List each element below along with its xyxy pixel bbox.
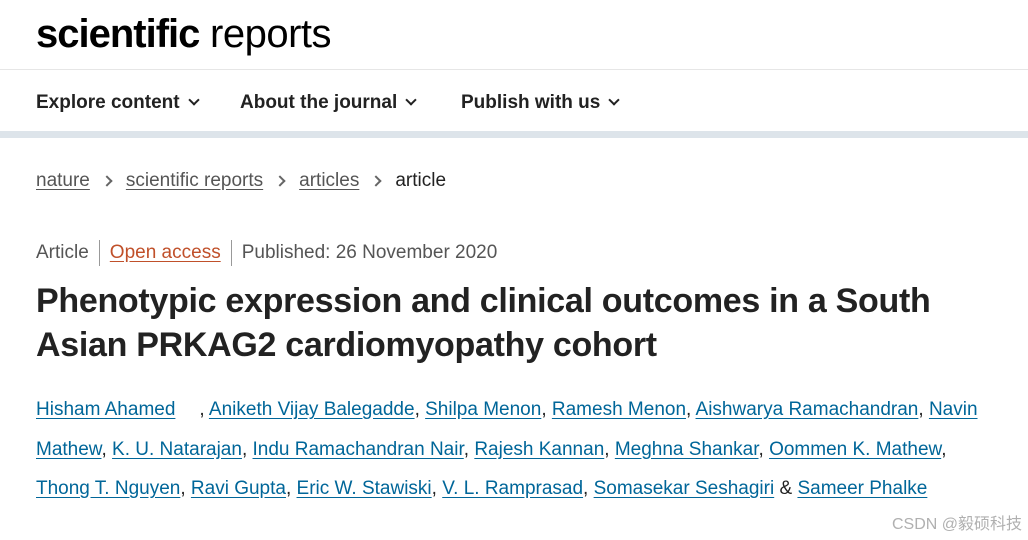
nav-publish-with-us[interactable]: Publish with us [461,92,621,114]
breadcrumb-link-scientific-reports[interactable]: scientific reports [125,170,264,191]
nav-publish-with-us-label: Publish with us [461,92,601,113]
chevron-right-icon [101,175,113,187]
nav-about-journal-label: About the journal [240,92,398,113]
author-link[interactable]: K. U. Natarajan [112,438,242,460]
breadcrumb-current: article [395,170,447,191]
meta-divider [98,240,100,266]
chevron-down-icon [608,94,621,106]
author-list: Hisham Ahamed, Aniketh Vijay Balegadde, … [36,399,978,499]
author-link[interactable]: Thong T. Nguyen [36,478,181,499]
nav-explore-content-label: Explore content [36,92,180,113]
nav-explore-content[interactable]: Explore content [36,92,200,114]
masthead: scientific reports [0,0,1028,70]
author-link[interactable]: Oommen K. Mathew [769,438,942,460]
article-meta: Article Open access Published: 26 Novemb… [36,240,497,266]
breadcrumb-link-articles[interactable]: articles [299,170,360,191]
journal-logo[interactable]: scientific reports [36,10,332,58]
author-link[interactable]: Hisham Ahamed [36,399,176,420]
author-link[interactable]: Ramesh Menon [551,399,687,420]
author-link[interactable]: Navin Mathew [36,399,978,460]
logo-bold-text: scientific [36,12,200,56]
breadcrumb-link-nature[interactable]: nature [36,170,90,191]
author-link[interactable]: Shilpa Menon [425,399,542,420]
chevron-right-icon [274,175,286,187]
chevron-right-icon [370,175,383,187]
author-link[interactable]: Sameer Phalke [797,478,928,499]
article-title: Phenotypic expression and clinical outco… [36,282,931,364]
author-link[interactable]: Meghna Shankar [614,438,759,460]
author-link[interactable]: Eric W. Stawiski [296,478,432,499]
breadcrumb: nature scientific reports articles artic… [36,170,446,192]
author-link[interactable]: Somasekar Seshagiri [593,478,775,499]
author-link[interactable]: Rajesh Kannan [474,438,605,460]
author-link[interactable]: Indu Ramachandran Nair [252,438,464,460]
author-joiner: & [779,478,793,499]
main-nav: Explore content About the journal Publis… [0,70,1028,138]
open-access-link[interactable]: Open access [109,242,221,263]
author-link[interactable]: V. L. Ramprasad [442,478,584,499]
article-type: Article [36,242,89,263]
watermark: CSDN @毅硕科技 [891,516,1022,533]
author-link[interactable]: Ravi Gupta [190,478,286,499]
author-link[interactable]: Aishwarya Ramachandran [695,399,919,420]
logo-light-text: reports [199,12,332,56]
author-link[interactable]: Aniketh Vijay Balegadde [208,399,415,420]
published-date: Published: 26 November 2020 [241,242,498,263]
meta-divider [230,240,232,266]
chevron-down-icon [187,94,200,106]
nav-about-journal[interactable]: About the journal [240,92,417,114]
chevron-down-icon [405,94,417,106]
